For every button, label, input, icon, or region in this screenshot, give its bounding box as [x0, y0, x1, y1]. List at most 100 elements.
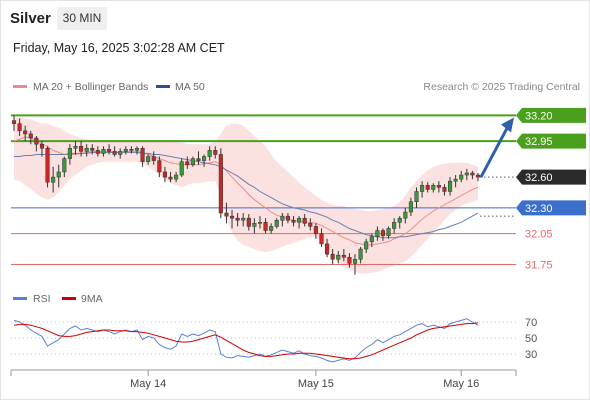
x-tick-label: May 14	[130, 378, 166, 390]
timeframe-badge[interactable]: 30 MIN	[57, 7, 107, 30]
candle-body	[207, 150, 212, 157]
candle	[397, 216, 402, 229]
candle	[442, 184, 447, 196]
bollinger-band-area	[14, 117, 478, 274]
candle-body	[123, 149, 128, 152]
candle	[341, 249, 346, 262]
candle-body	[358, 248, 363, 260]
rsi-legend: RSI 9MA	[13, 293, 103, 305]
candle-body	[397, 217, 402, 223]
candle	[319, 228, 324, 247]
candle-body	[459, 174, 464, 180]
candle	[202, 154, 207, 167]
candle-body	[56, 171, 61, 178]
candle	[151, 151, 156, 165]
candle-body	[28, 133, 33, 139]
candle	[475, 172, 481, 182]
candle	[23, 125, 28, 142]
rsi-tick-label: 70	[525, 317, 537, 329]
candle-body	[73, 146, 78, 149]
candle	[235, 213, 240, 227]
candle	[246, 214, 251, 231]
candle-body	[90, 148, 95, 151]
level-tag-32.60	[516, 169, 586, 185]
x-tick-label: May 16	[443, 378, 479, 390]
candle	[67, 144, 72, 165]
candle	[146, 154, 151, 165]
candle	[274, 218, 279, 229]
candle	[11, 115, 17, 131]
candle-body	[308, 223, 313, 227]
candle-body	[79, 146, 84, 152]
candle	[414, 187, 419, 208]
legend-label-9ma[interactable]: 9MA	[81, 293, 103, 305]
candle-body	[369, 236, 374, 243]
candle	[291, 216, 296, 227]
candle	[464, 168, 469, 181]
level-label-32.05: 32.05	[525, 229, 553, 241]
legend-swatch-rsi	[13, 297, 27, 300]
candle-body	[313, 226, 318, 234]
candle-body	[274, 220, 279, 227]
candle-body	[151, 156, 156, 161]
candle	[347, 253, 352, 268]
candle-body	[269, 226, 274, 231]
candle	[336, 251, 341, 264]
candle-body	[297, 217, 302, 223]
candle	[224, 202, 229, 224]
candle-body	[118, 151, 123, 155]
candle	[62, 156, 67, 178]
candle	[403, 207, 408, 224]
legend-label-rsi[interactable]: RSI	[33, 293, 51, 305]
forecast-arrow-shaft	[479, 123, 511, 178]
legend-label-ma20[interactable]: MA 20 + Bollinger Bands	[33, 81, 148, 93]
ma50-line	[14, 151, 479, 239]
forecast-arrow-layer	[479, 117, 514, 178]
candle-body	[218, 154, 223, 214]
candle-body	[257, 222, 263, 224]
candle-body	[229, 215, 235, 219]
candle-body	[134, 148, 140, 151]
candle	[140, 146, 145, 167]
candle	[330, 249, 335, 265]
candle	[358, 246, 363, 264]
candle-body	[51, 176, 56, 183]
candle-body	[34, 137, 39, 145]
candle	[185, 156, 190, 169]
candle-body	[246, 217, 251, 227]
candle-body	[241, 217, 246, 221]
candle	[285, 213, 290, 224]
candle-body	[179, 161, 184, 176]
level-label-32.60: 32.60	[525, 172, 553, 184]
candle-body	[414, 191, 419, 203]
candle	[470, 170, 475, 180]
candles-layer	[11, 115, 481, 275]
candle-body	[442, 187, 447, 192]
candle-body	[352, 259, 358, 264]
candle	[313, 223, 318, 239]
candle	[34, 135, 39, 152]
candle-body	[190, 158, 195, 165]
candle-body	[425, 185, 430, 190]
candle-body	[224, 212, 229, 217]
legend-label-ma50[interactable]: MA 50	[175, 81, 205, 93]
instrument-title: Silver	[10, 10, 51, 27]
candle-body	[45, 148, 50, 183]
candle-body	[17, 123, 22, 132]
candle	[364, 238, 369, 254]
candle	[106, 144, 112, 155]
candle-body	[11, 120, 17, 124]
candle	[134, 146, 140, 155]
candle-body	[252, 223, 257, 227]
candle-body	[196, 158, 201, 161]
candle-body	[202, 156, 207, 161]
candle	[73, 141, 78, 155]
level-tag-32.30	[516, 200, 586, 216]
candle-body	[380, 230, 386, 236]
candle-body	[330, 253, 335, 260]
level-label-31.75: 31.75	[525, 259, 553, 271]
bollinger-band-layer	[14, 117, 478, 274]
level-label-32.30: 32.30	[525, 203, 553, 215]
candle-body	[263, 222, 268, 231]
